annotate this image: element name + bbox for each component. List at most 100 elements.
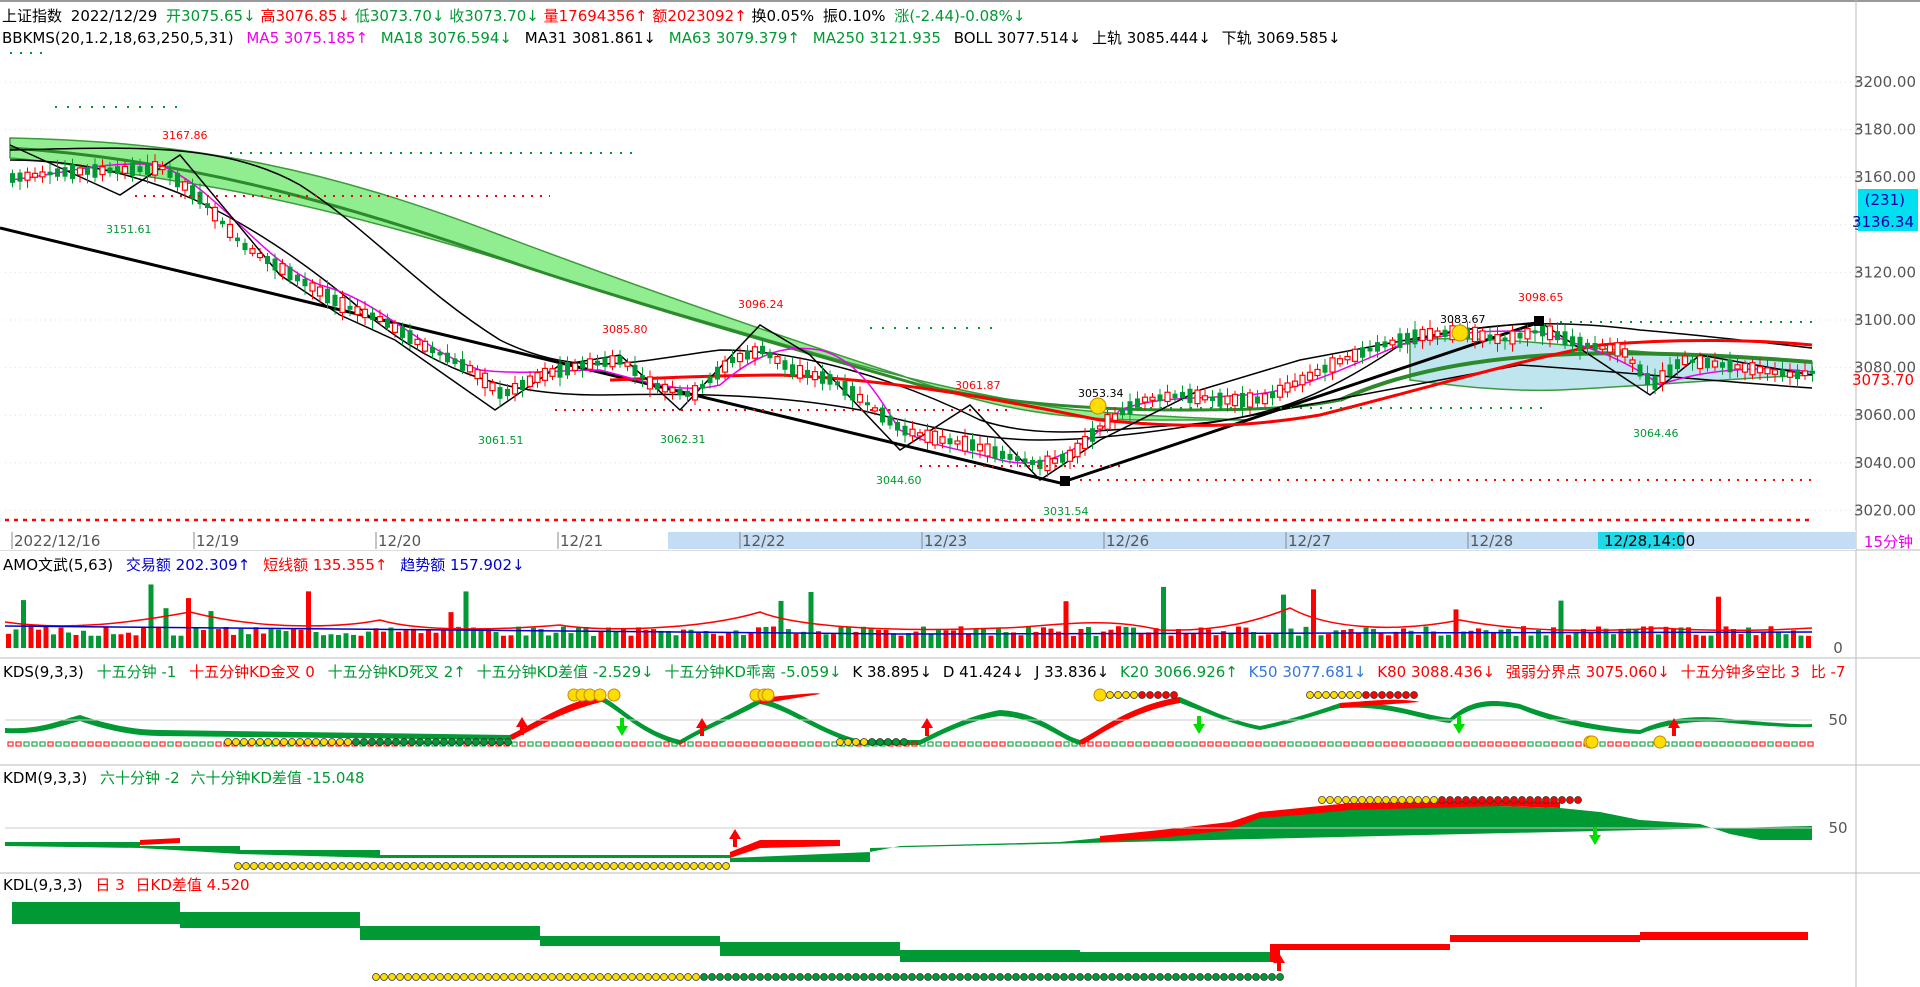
amo-bar: [1708, 635, 1714, 648]
kdl-signal-dot: [620, 973, 628, 981]
kds-bar: [511, 741, 518, 747]
amo-bar: [133, 635, 139, 648]
kds-bar: [1471, 741, 1478, 747]
kds-signal-dot: [440, 738, 448, 746]
kdl-signal-dot: [820, 973, 828, 981]
candle-down: [595, 360, 600, 366]
kdm-signal-dot: [1414, 796, 1422, 804]
amo-bar: [1423, 626, 1429, 648]
candle-down: [1645, 373, 1650, 386]
candlesticks[interactable]: [10, 154, 1815, 477]
amo-bar: [861, 626, 866, 648]
kds-bar: [1639, 741, 1646, 747]
amo-bar: [1626, 628, 1631, 648]
kdl-signal-dot: [860, 973, 868, 981]
kds-bar: [783, 741, 790, 747]
kdm-signal-dot: [522, 862, 530, 870]
amo-bar: [726, 632, 731, 648]
candle-down: [880, 407, 885, 423]
candle-down: [677, 388, 683, 395]
smiley-icon: [1093, 688, 1107, 702]
kdl-signal-dot: [796, 973, 804, 981]
kds-bar: [199, 741, 206, 747]
kdl-signal-dot: [884, 973, 892, 981]
candle-down: [85, 167, 90, 175]
kds-panel[interactable]: KDS(9,3,3) 十五分钟 -1 十五分钟KD金叉 0 十五分钟KD死叉 2…: [3, 663, 1848, 749]
low-value: 低3073.70↓: [355, 7, 445, 25]
kdl-panel[interactable]: KDL(9,3,3) 日 3 日KD差值 4.520: [3, 876, 1808, 981]
time-axis[interactable]: 2022/12/16 12/19 12/20 12/21 12/22 12/23 12/26…: [0, 531, 1913, 551]
kdm-signal-dot: [1550, 796, 1558, 804]
kdm-panel[interactable]: KDM(9,3,3) 六十分钟 -2 六十分钟KD差值 -15.048 50: [3, 769, 1848, 870]
amo-bar: [643, 629, 649, 648]
kds-v5: 十五分钟KD乖离 -5.059↓: [665, 663, 842, 681]
amo-bar: [118, 634, 124, 648]
kds-bar: [1263, 741, 1270, 747]
amo-bar: [1236, 626, 1241, 648]
kds-bar: [15, 741, 22, 747]
candle-up: [1141, 396, 1149, 403]
kds-bar: [1447, 741, 1454, 747]
candle-up: [1051, 457, 1059, 464]
kdl-signal-dot: [572, 973, 580, 981]
kds-bar: [1167, 741, 1174, 747]
amo-bar: [831, 634, 836, 648]
price-tick-label: 3180.00: [1854, 121, 1916, 139]
candle-down: [1157, 394, 1163, 402]
kdl-signal-dot: [444, 973, 452, 981]
kdm-band-red: [140, 800, 1560, 858]
amo-bar: [1273, 633, 1279, 648]
kds-signal-dot: [892, 738, 900, 746]
volume-value: 量17694356↑: [544, 7, 648, 25]
kdm-signal-dot: [618, 862, 626, 870]
kdm-signal-dot: [1326, 796, 1334, 804]
kds-bar: [775, 741, 782, 747]
kds-bar: [543, 741, 550, 747]
ma5-value: MA5 3075.185↑: [246, 29, 368, 47]
kdl-signal-dot: [388, 973, 396, 981]
kds-bar: [1311, 741, 1318, 747]
amo-panel[interactable]: AMO文武(5,63) 交易额 202.309↑ 短线额 135.355↑ 趋势…: [3, 556, 1843, 657]
kds-v3: 十五分钟KD死叉 2↑: [328, 663, 466, 681]
kds-bar: [823, 741, 830, 747]
kdl-signal-dot: [852, 973, 860, 981]
candle-up: [1291, 380, 1299, 387]
kds-bar: [1567, 741, 1574, 747]
candle-down: [1015, 456, 1020, 462]
amo-bar: [1371, 629, 1376, 648]
amo-bar: [1498, 629, 1504, 648]
kds-bar: [1207, 741, 1214, 747]
kds-signal-dot: [344, 738, 352, 746]
kds-bar: [1095, 741, 1102, 747]
candle-down: [617, 355, 623, 365]
kdl-signal-dot: [628, 973, 636, 981]
kdl-signal-dot: [908, 973, 916, 981]
smiley-icon: [593, 688, 607, 702]
candle-down: [1210, 396, 1215, 401]
candle-up: [1614, 342, 1621, 357]
kdl-signal-dot: [452, 973, 460, 981]
price-tick-label: 3080.00: [1854, 359, 1916, 377]
candle-down: [1120, 409, 1125, 416]
amo-bar: [583, 626, 589, 648]
kds-bar: [87, 741, 94, 747]
kds-bar: [1751, 741, 1758, 747]
candle-down: [865, 402, 870, 406]
kdl-signal-dot: [476, 973, 484, 981]
amo-bar: [553, 632, 559, 648]
kdl-signal-dot: [652, 973, 660, 981]
candle-up: [1749, 362, 1756, 376]
svg-text:KDL(9,3,3) 日 3 日KD: KDL(9,3,3) 日 3 日KD差值 4.520: [3, 876, 250, 894]
candle-down: [1240, 392, 1245, 408]
kds-signal-dot: [488, 738, 496, 746]
candle-down: [1127, 401, 1133, 415]
kds-strong: 强弱分界点 3075.060↓: [1506, 663, 1670, 681]
candle-up: [1509, 330, 1516, 345]
kds-bar: [167, 741, 174, 747]
kds-bar: [1759, 741, 1766, 747]
amo-bar: [493, 631, 499, 648]
kdl-signal-dot: [996, 973, 1004, 981]
kdl-signal-dot: [1220, 973, 1228, 981]
